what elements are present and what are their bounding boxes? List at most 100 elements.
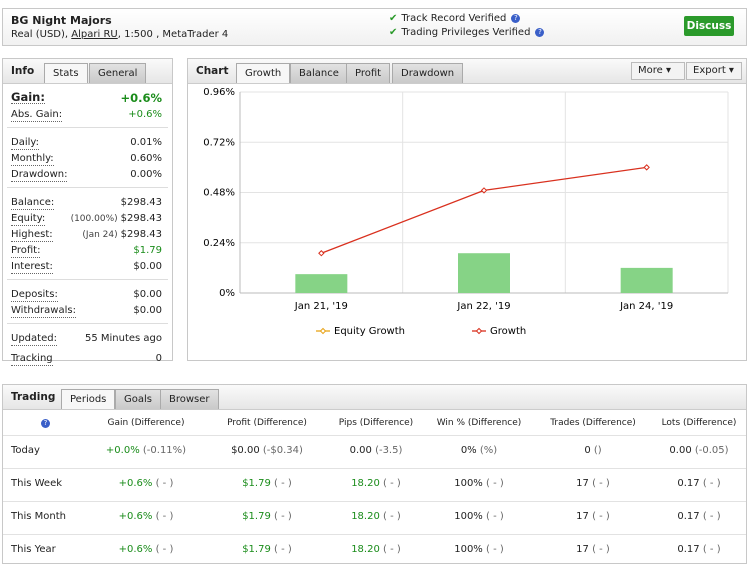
broker-link[interactable]: Alpari RU [71, 29, 118, 40]
cell-value: 0% [460, 445, 477, 456]
cell-value: 17 [576, 511, 589, 522]
cell-value: $1.79 [242, 511, 271, 522]
column-header: Pips (Difference) [338, 418, 414, 428]
cell-value: 0.17 [677, 544, 700, 555]
stat-row: Profit: $1.79 [3, 245, 172, 261]
cell: +0.6% ( - ) [86, 509, 206, 525]
cell-value: 18.20 [351, 544, 380, 555]
cell-value: 100% [454, 478, 483, 489]
stat-value: 0 [156, 353, 162, 364]
account-details: , 1:500 , MetaTrader 4 [117, 29, 229, 40]
column-header: Gain (Difference) [107, 418, 185, 428]
account-type: Real (USD), [11, 29, 69, 40]
cell: 100% ( - ) [419, 476, 539, 492]
verified: ✔ Track Record Verified? [389, 13, 521, 24]
account-title: BG Night Majors [11, 14, 112, 27]
cell-value: 0.17 [677, 478, 700, 489]
separator [7, 127, 168, 128]
stat-label: Profit: [11, 245, 41, 258]
cell-diff: ( - ) [702, 478, 721, 489]
cell-value: +0.0% [105, 445, 140, 456]
tab[interactable]: Drawdown [392, 63, 464, 83]
cell: 18.20 ( - ) [316, 476, 436, 492]
panel-title: Trading [11, 391, 56, 403]
stat-value-text: +0.6% [128, 109, 162, 120]
stat-value: $0.00 [133, 289, 162, 300]
cell: 0.17 ( - ) [639, 542, 750, 558]
cell-value: $0.00 [231, 445, 260, 456]
stat-label: Abs. Gain: [11, 109, 63, 122]
tab[interactable]: Growth [236, 63, 291, 83]
discuss-button[interactable]: Discuss [684, 16, 734, 36]
cell-value: +0.6% [118, 544, 153, 555]
cell-diff: ( - ) [155, 478, 174, 489]
info-panel: Info Stats General Gain: +0.6% Abs. Gain: +… [2, 58, 173, 366]
stat-label: Drawdown: [11, 169, 68, 182]
stat-value: $0.00 [133, 305, 162, 316]
row-separator [3, 534, 746, 535]
period-label: This Month [11, 511, 66, 522]
tab[interactable]: General [89, 63, 147, 83]
tab[interactable]: Periods [61, 389, 116, 409]
stat-value-text: 0.01% [130, 137, 162, 148]
tab[interactable]: Profit [346, 63, 391, 83]
stat-value-text: $298.43 [120, 213, 162, 224]
stat-row: Interest: $0.00 [3, 261, 172, 277]
stat-row: Balance: $298.43 [3, 197, 172, 213]
cell: $1.79 ( - ) [207, 476, 327, 492]
stat-value: $0.00 [133, 261, 162, 272]
cell-value: $1.79 [242, 544, 271, 555]
cell-value: +0.6% [118, 511, 153, 522]
tab[interactable]: Goals [115, 389, 161, 409]
tab[interactable]: Stats [44, 63, 88, 83]
period-label: This Year [11, 544, 56, 555]
row-separator [3, 501, 746, 502]
row-separator [3, 435, 746, 436]
cell: 0% (%) [419, 443, 539, 459]
cell-diff: ( - ) [274, 478, 292, 489]
export-button[interactable]: Export ▾ [686, 62, 742, 80]
cell-diff: ( - ) [592, 511, 610, 522]
column-header: Lots (Difference) [661, 418, 737, 428]
cell-diff: ( - ) [702, 511, 721, 522]
cell-diff: ( - ) [383, 478, 401, 489]
cell-diff: ( - ) [702, 544, 721, 555]
separator [7, 323, 168, 324]
button-text: Export [693, 65, 726, 76]
column-header: Trades (Difference) [550, 418, 636, 428]
cell-value: 17 [576, 478, 589, 489]
stat-label: Monthly: [11, 153, 54, 166]
stat-label: Equity: [11, 213, 46, 226]
help-icon[interactable]: ? [41, 418, 50, 429]
cell: 100% ( - ) [419, 509, 539, 525]
stat-label: Deposits: [11, 289, 58, 302]
cell-diff: (%) [479, 445, 498, 456]
chart-panel: Chart Growth Balance Profit Drawdown Mor… [187, 58, 747, 361]
verified: ✔ Trading Privileges Verified? [389, 27, 545, 38]
tab[interactable]: Browser [160, 389, 219, 409]
stat-value: $298.43 [121, 197, 162, 208]
period-label: This Week [11, 478, 63, 489]
cell-value: $1.79 [242, 478, 271, 489]
cell-diff: () [593, 445, 602, 456]
stat-label: Highest: [11, 229, 53, 242]
cell-diff: ( - ) [383, 511, 401, 522]
column-header: Profit (Difference) [227, 418, 307, 428]
panel-title: Info [11, 65, 35, 77]
cell-diff: (-3.5) [375, 445, 403, 456]
cell-value: 0.00 [669, 445, 692, 456]
stat-row: Monthly: 0.60% [3, 153, 172, 169]
cell: +0.6% ( - ) [86, 476, 206, 492]
cell-diff: (-$0.34) [262, 445, 303, 456]
stat-label: Balance: [11, 197, 55, 210]
stat-row: Gain: +0.6% [3, 91, 172, 107]
tab[interactable]: Balance [290, 63, 348, 83]
stat-value-text: $1.79 [133, 245, 162, 256]
more-button[interactable]: More ▾ [631, 62, 685, 80]
stat-row: Tracking 0 [3, 353, 172, 369]
stat-row: Deposits: $0.00 [3, 289, 172, 305]
stat-value-text: 0 [155, 353, 162, 364]
cell-diff: ( - ) [274, 544, 292, 555]
stat-value-text: $0.00 [133, 261, 162, 272]
